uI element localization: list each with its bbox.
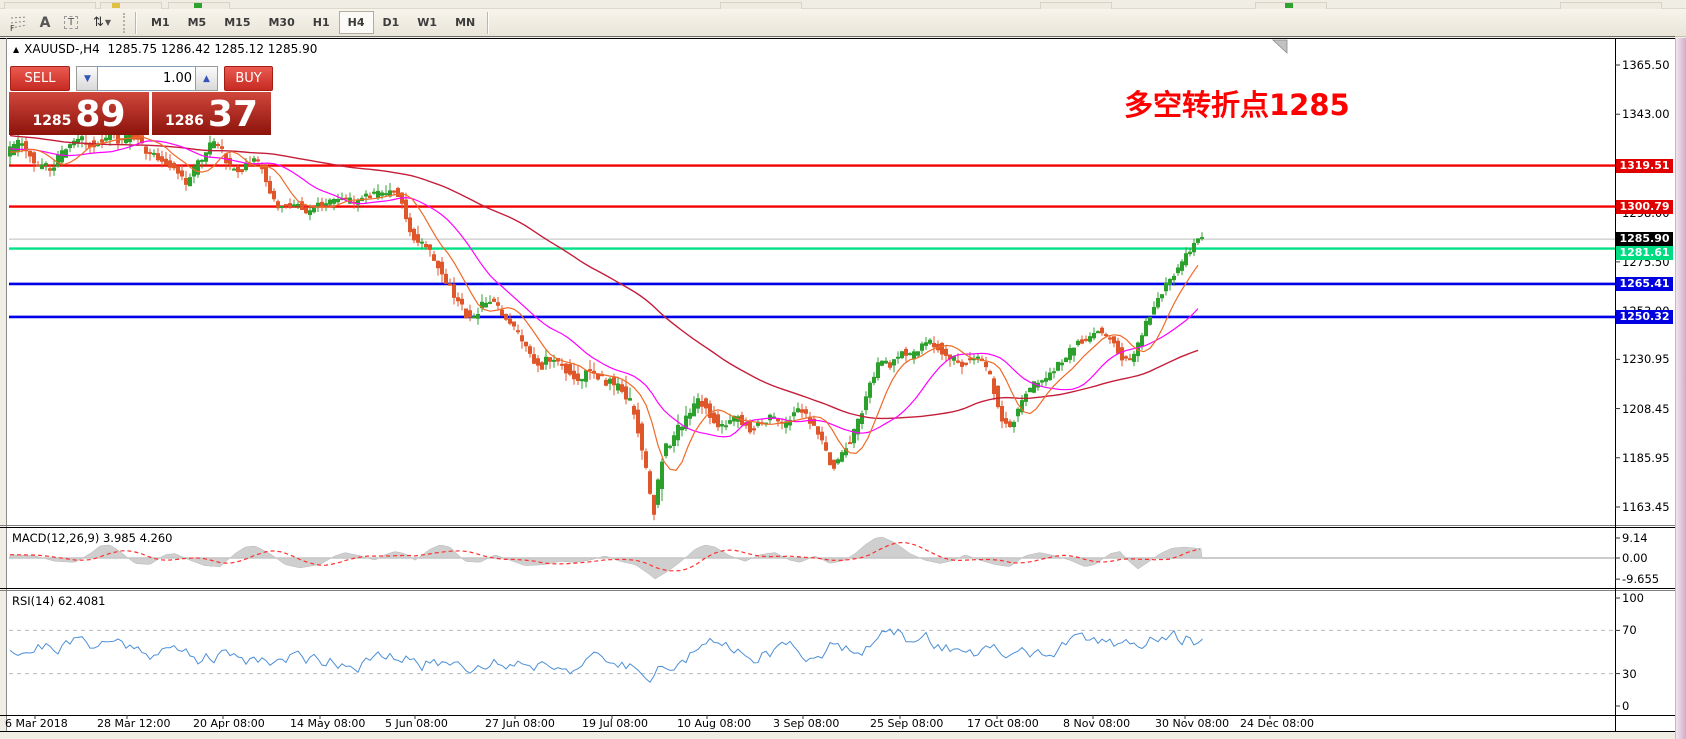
toolbar-separator bbox=[487, 11, 490, 34]
price-line-badge: 1300.79 bbox=[1616, 199, 1673, 214]
price-tick-label: 1185.95 bbox=[1622, 450, 1670, 465]
time-axis-label: 3 Sep 08:00 bbox=[773, 717, 840, 730]
chevron-down-icon: ▼ bbox=[104, 18, 112, 27]
chart-toolbar: F A T ⇅ ▼ M1 M5 M15 M30 H1 H4 D1 W1 MN bbox=[0, 9, 1686, 37]
volume-decrease-button[interactable]: ▼ bbox=[76, 66, 99, 91]
timeframe-button-m1[interactable]: M1 bbox=[151, 16, 170, 29]
timeframe-button-m5[interactable]: M5 bbox=[187, 16, 207, 29]
price-tick-label: 1163.45 bbox=[1622, 500, 1670, 514]
time-axis-label: 6 Mar 2018 bbox=[5, 717, 68, 730]
sell-button[interactable]: SELL bbox=[10, 66, 70, 91]
text-tool-button[interactable]: A bbox=[32, 12, 58, 34]
sell-price-main: 1285 bbox=[32, 113, 72, 129]
buy-price-main: 1286 bbox=[164, 113, 204, 129]
buy-price-box[interactable]: 1286 37 bbox=[152, 92, 271, 135]
price-line-badge: 1281.61 bbox=[1616, 245, 1673, 260]
rsi-line bbox=[9, 628, 1203, 683]
toolbar-button-partial[interactable] bbox=[4, 2, 96, 9]
rsi-tick-label: 0 bbox=[1622, 699, 1630, 713]
buy-price-pips: 37 bbox=[207, 94, 259, 135]
chart-symbol-period: XAUUSD-,H4 bbox=[24, 42, 100, 56]
time-axis-label: 24 Dec 08:00 bbox=[1240, 717, 1314, 730]
arrows-tool-button[interactable]: ⇅ ▼ bbox=[84, 12, 120, 34]
rsi-tick-label: 70 bbox=[1622, 623, 1637, 638]
chart-ohlc-values: 1285.75 1286.42 1285.12 1285.90 bbox=[107, 42, 318, 56]
toolbar-color-dot bbox=[1285, 3, 1293, 8]
time-axis-label: 25 Sep 08:00 bbox=[870, 717, 944, 730]
toolbar-color-dot bbox=[112, 3, 120, 8]
timeframe-button-mn[interactable]: MN bbox=[455, 16, 476, 29]
timeframe-button-h1[interactable]: H1 bbox=[312, 16, 330, 29]
label-tool-button[interactable]: T bbox=[58, 12, 84, 34]
fibonacci-tool-button[interactable]: F bbox=[6, 12, 32, 34]
macd-pane-label: MACD(12,26,9) 3.985 4.260 bbox=[12, 531, 173, 545]
toolbar-button-partial[interactable] bbox=[1560, 2, 1662, 9]
time-axis-label: 17 Oct 08:00 bbox=[967, 717, 1039, 730]
top-toolbar-strip bbox=[0, 0, 1686, 9]
time-axis-label: 27 Jun 08:00 bbox=[485, 717, 555, 730]
volume-input[interactable] bbox=[97, 66, 198, 91]
price-line-badge: 1265.41 bbox=[1616, 276, 1673, 291]
macd-tick-label: 0.00 bbox=[1622, 551, 1648, 565]
time-axis-label: 19 Jul 08:00 bbox=[582, 717, 648, 730]
toolbar-separator bbox=[135, 11, 137, 34]
time-axis-label: 30 Nov 08:00 bbox=[1155, 717, 1230, 730]
mouse-cursor-icon bbox=[1271, 39, 1288, 54]
price-line-badge: 1319.51 bbox=[1616, 158, 1673, 173]
price-tick-label: 1230.95 bbox=[1622, 352, 1670, 367]
ma-fast-line bbox=[10, 136, 1199, 471]
collapse-triangle-icon[interactable]: ▲ bbox=[13, 45, 20, 54]
toolbar-button-partial[interactable] bbox=[1040, 2, 1112, 9]
arrows-icon: ⇅ bbox=[92, 15, 104, 30]
time-axis-label: 5 Jun 08:00 bbox=[385, 717, 448, 730]
chart-annotation-text: 多空转折点1285 bbox=[1124, 88, 1350, 122]
drawing-tools-group: F A T ⇅ ▼ bbox=[6, 11, 140, 34]
time-axis-label: 20 Apr 08:00 bbox=[193, 717, 265, 730]
chart-title: ▲ XAUUSD-,H4 1285.75 1286.42 1285.12 1285… bbox=[13, 42, 317, 56]
timeframe-group: M1 M5 M15 M30 H1 H4 D1 W1 MN bbox=[142, 11, 492, 34]
time-axis-label: 28 Mar 12:00 bbox=[97, 717, 171, 730]
timeframe-button-d1[interactable]: D1 bbox=[382, 16, 400, 29]
macd-tick-label: 9.14 bbox=[1622, 530, 1648, 545]
macd-tick-label: -9.655 bbox=[1622, 572, 1660, 587]
timeframe-button-w1[interactable]: W1 bbox=[417, 16, 438, 29]
buy-button[interactable]: BUY bbox=[224, 66, 273, 91]
label-tool-icon: T bbox=[63, 16, 79, 29]
timeframe-button-m30[interactable]: M30 bbox=[268, 16, 295, 29]
toolbar-button-partial[interactable] bbox=[720, 2, 802, 9]
svg-text:F: F bbox=[10, 24, 15, 31]
price-tick-label: 1365.50 bbox=[1622, 58, 1670, 72]
rsi-pane-label: RSI(14) 62.4081 bbox=[12, 594, 106, 608]
volume-increase-button[interactable]: ▲ bbox=[195, 66, 218, 91]
rsi-tick-label: 100 bbox=[1622, 591, 1644, 605]
text-tool-icon: A bbox=[39, 14, 51, 31]
ma-mid-line bbox=[9, 140, 1199, 438]
window-edge-strip bbox=[1675, 38, 1686, 739]
sell-price-box[interactable]: 1285 89 bbox=[9, 92, 149, 135]
time-axis-label: 10 Aug 08:00 bbox=[677, 717, 752, 730]
price-line-badge: 1250.32 bbox=[1616, 309, 1673, 324]
timeframe-button-m15[interactable]: M15 bbox=[224, 16, 251, 29]
fibonacci-icon: F bbox=[10, 16, 28, 31]
time-axis-label: 8 Nov 08:00 bbox=[1063, 717, 1131, 730]
toolbar-color-dot bbox=[194, 3, 202, 8]
macd-signal-line bbox=[9, 541, 1201, 572]
candles-down bbox=[24, 123, 1132, 521]
price-tick-label: 1208.45 bbox=[1622, 401, 1670, 416]
rsi-tick-label: 30 bbox=[1622, 666, 1637, 681]
sell-price-pips: 89 bbox=[75, 94, 126, 135]
ma-slow-line bbox=[9, 134, 1199, 420]
toolbar-grip[interactable] bbox=[123, 12, 129, 33]
time-axis-label: 14 May 08:00 bbox=[290, 717, 366, 730]
timeframe-button-h4[interactable]: H4 bbox=[338, 11, 374, 34]
toolbar-button-partial[interactable] bbox=[100, 2, 162, 9]
price-line-badge: 1285.90 bbox=[1616, 232, 1673, 247]
macd-histogram-area bbox=[9, 537, 1203, 580]
price-tick-label: 1343.00 bbox=[1622, 107, 1670, 122]
